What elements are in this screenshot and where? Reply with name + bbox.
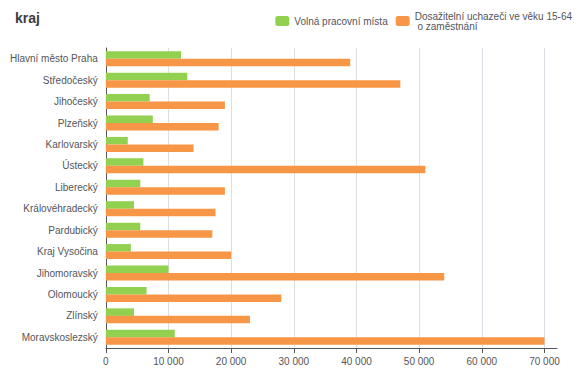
svg-text:Královéhradecký: Královéhradecký (23, 203, 97, 214)
svg-text:Jihomoravský: Jihomoravský (37, 268, 98, 279)
svg-text:o zaměstnání: o zaměstnání (415, 21, 478, 32)
svg-text:60 000: 60 000 (467, 356, 498, 367)
svg-text:Moravskoslezský: Moravskoslezský (22, 332, 98, 343)
svg-text:Olomoucký: Olomoucký (48, 289, 98, 300)
svg-text:Karlovarský: Karlovarský (46, 139, 98, 150)
svg-text:Hlavní město Praha: Hlavní město Praha (10, 53, 98, 64)
svg-text:Pardubický: Pardubický (48, 225, 97, 236)
svg-text:20 000: 20 000 (216, 356, 247, 367)
svg-text:70 000: 70 000 (529, 356, 560, 367)
svg-text:50 000: 50 000 (404, 356, 435, 367)
svg-text:10 000: 10 000 (153, 356, 184, 367)
svg-text:Dosažitelní uchazeči ve věku 1: Dosažitelní uchazeči ve věku 15-64 (414, 10, 572, 22)
svg-text:0: 0 (103, 356, 109, 367)
svg-text:Zlínský: Zlínský (66, 310, 98, 321)
svg-text:30 000: 30 000 (279, 356, 310, 367)
svg-text:Liberecký: Liberecký (55, 182, 98, 193)
svg-text:Středočeský: Středočeský (43, 75, 98, 86)
svg-text:kraj: kraj (15, 10, 40, 26)
svg-text:40 000: 40 000 (341, 356, 372, 367)
svg-text:Kraj Vysočina: Kraj Vysočina (37, 246, 98, 257)
svg-text:Volná pracovní místa: Volná pracovní místa (294, 16, 388, 27)
svg-text:Plzeňský: Plzeňský (58, 118, 98, 129)
svg-text:Jihočeský: Jihočeský (54, 96, 98, 107)
svg-text:Ústecký: Ústecký (62, 159, 98, 171)
